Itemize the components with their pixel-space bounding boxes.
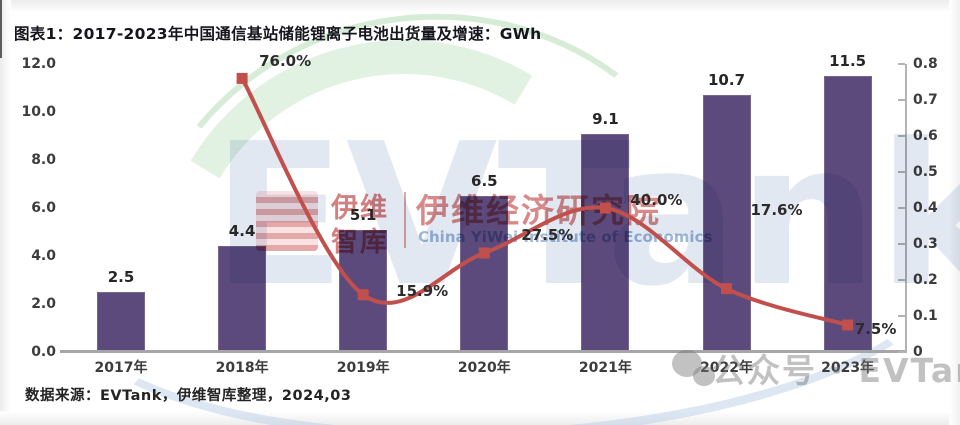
- right-axis-tick-label: 0.1: [913, 308, 938, 324]
- right-axis-tick: [898, 135, 905, 137]
- bar-2017: [97, 292, 145, 352]
- right-axis-tick: [898, 207, 905, 209]
- watermark-zhiku-label: 智库: [331, 227, 389, 258]
- right-axis-tick: [898, 63, 905, 65]
- right-axis-tick: [898, 171, 905, 173]
- y-axis-tick-label: 0.0: [31, 344, 56, 360]
- right-axis-line: [905, 64, 907, 353]
- y-axis-tick-label: 10.0: [21, 104, 56, 120]
- y-axis-tick-label: 4.0: [31, 248, 56, 264]
- x-axis-tick-label: 2018年: [215, 360, 269, 376]
- right-axis-tick-label: 0.2: [913, 272, 938, 288]
- wechat-icon: [672, 350, 702, 377]
- x-axis-tick-label: 2020年: [457, 360, 511, 376]
- y-axis-tick-label: 8.0: [31, 152, 56, 168]
- page-edge-corner: [0, 0, 2, 58]
- x-axis-tick-label: 2022年: [700, 360, 753, 376]
- watermark-divider: [404, 192, 406, 248]
- right-axis-tick-label: 0: [913, 344, 923, 360]
- y-axis-tick-label: 2.0: [31, 296, 56, 312]
- wechat-account-watermark: 公众号 · EVTank: [712, 351, 960, 390]
- right-axis-tick: [898, 279, 905, 281]
- source-note: 数据来源：EVTank，伊维智库整理，2024,03: [25, 388, 352, 404]
- y-axis-tick-label: 6.0: [31, 200, 56, 216]
- right-axis-tick: [898, 351, 905, 353]
- page-edge-left: [0, 0, 11, 425]
- x-axis-tick-label: 2019年: [336, 360, 390, 376]
- x-axis-tick-label: 2023年: [821, 360, 875, 376]
- wechat-icon-small-bubble: [693, 366, 715, 386]
- right-axis-tick-label: 0.5: [913, 164, 938, 180]
- page-edge-bottom: [0, 411, 960, 425]
- yiwei-logo-watermark: [256, 191, 318, 251]
- right-axis-tick-label: 0.4: [913, 200, 938, 216]
- right-axis-tick-label: 0.7: [913, 92, 938, 108]
- x-axis-tick-label: 2017年: [94, 360, 148, 376]
- right-axis-tick-label: 0.6: [913, 128, 938, 144]
- x-axis-tick-label: 2021年: [578, 360, 632, 376]
- watermark-institute-cn: 伊维经济研究院: [416, 191, 661, 230]
- chart-title: 图表1：2017-2023年中国通信基站储能锂离子电池出货量及增速：GWh: [14, 25, 542, 43]
- right-axis-tick: [898, 99, 905, 101]
- right-axis-tick: [898, 315, 905, 317]
- page-edge-top: [0, 0, 960, 13]
- watermark-institute-en: China YiWei Institute of Economics: [418, 228, 713, 246]
- x-axis-line: [60, 350, 906, 353]
- page-edge-right: [949, 0, 960, 425]
- right-axis-tick-label: 0.3: [913, 236, 938, 252]
- right-axis-tick-label: 0.8: [913, 56, 938, 72]
- y-axis-tick-label: 12.0: [21, 56, 56, 72]
- right-axis-tick: [898, 243, 905, 245]
